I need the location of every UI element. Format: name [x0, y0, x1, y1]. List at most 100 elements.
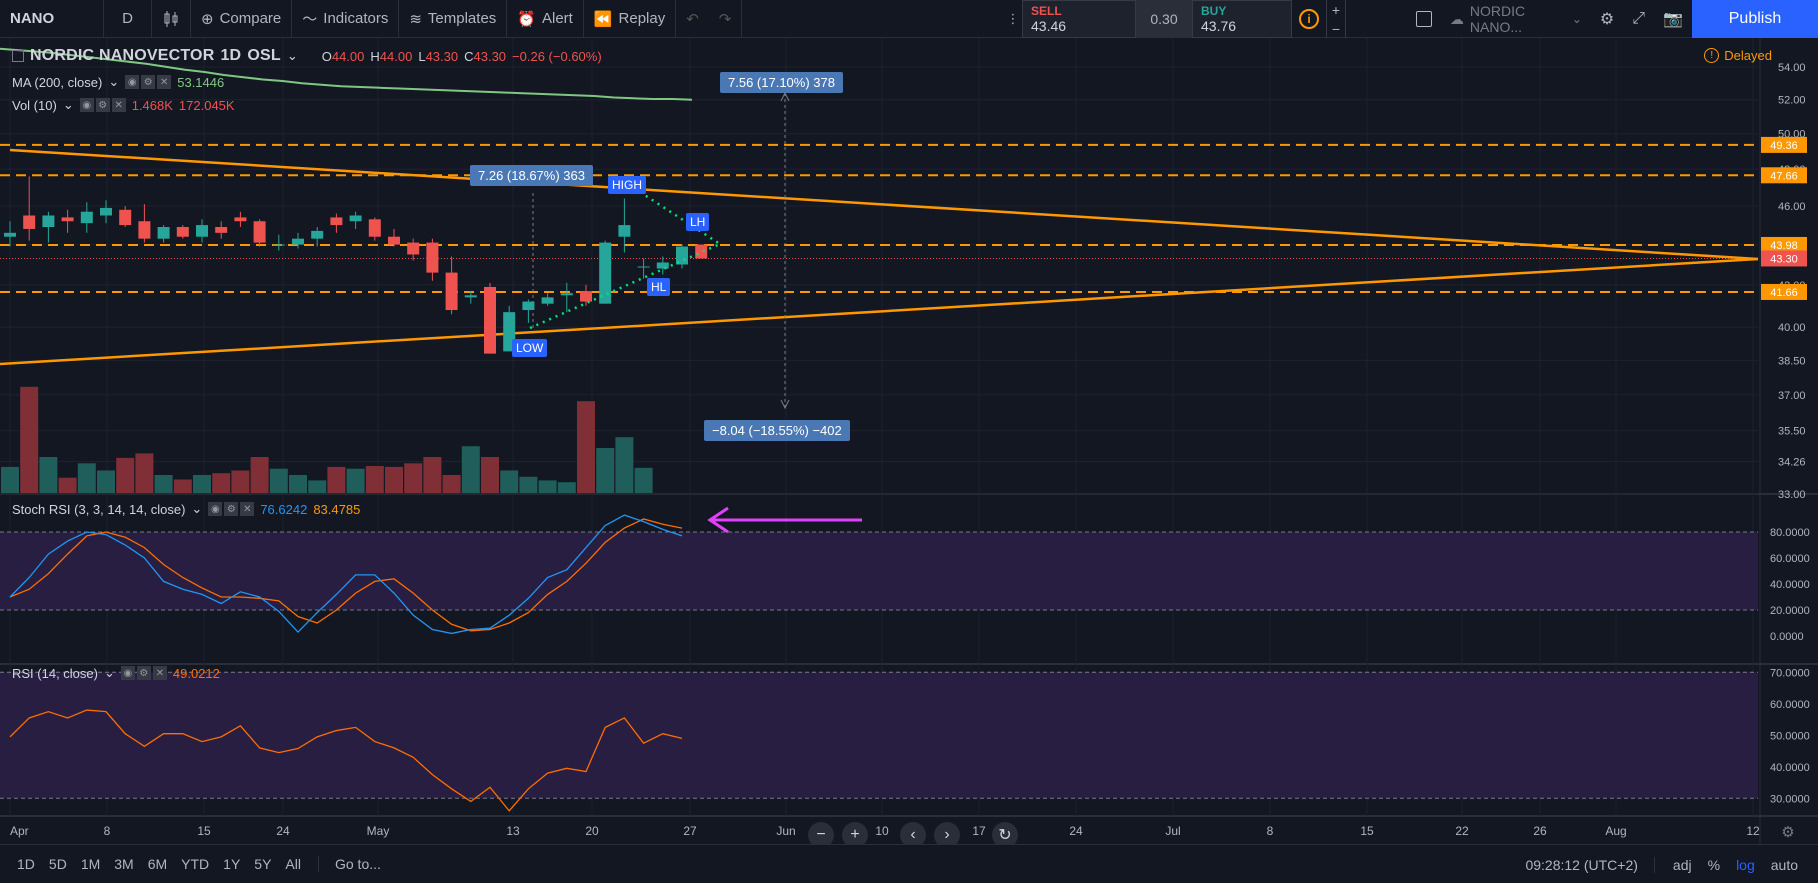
compare-label: Compare — [219, 10, 282, 27]
close-icon[interactable]: ✕ — [152, 666, 167, 680]
price-range-measure-left[interactable]: 7.26 (18.67%) 363 — [470, 165, 593, 186]
buy-button[interactable]: BUY 43.76 — [1192, 0, 1292, 38]
settings-button[interactable]: ⚙ — [1591, 0, 1623, 38]
gear-icon[interactable]: ⚙ — [224, 502, 239, 516]
rsi-value: 49.0212 — [172, 665, 220, 681]
range-button-1y[interactable]: 1Y — [223, 856, 241, 872]
eye-icon[interactable]: ◉ — [208, 502, 223, 516]
close-icon[interactable]: ✕ — [111, 98, 126, 112]
templates-button[interactable]: ≋ Templates — [399, 0, 508, 38]
high-label[interactable]: HIGH — [608, 176, 646, 194]
price-tag-bg — [1761, 167, 1807, 184]
chart-area[interactable]: Apr 8 15 24 May 13 20 27 Jun 10 17 24 Jul 8 15 22 26 Aug 1… — [0, 38, 1818, 848]
range-button-ytd[interactable]: YTD — [181, 856, 210, 872]
sell-button[interactable]: SELL 43.46 — [1022, 0, 1136, 38]
indicators-button[interactable]: 〜 Indicators — [292, 0, 400, 38]
undo-button[interactable]: ↶ — [676, 0, 709, 38]
higher-low-label[interactable]: HL — [647, 278, 671, 296]
price-range-measure-bottom[interactable]: −8.04 (−18.55%) −402 — [704, 420, 850, 441]
time-axis-label: 15 — [1360, 824, 1374, 838]
clock-timezone[interactable]: 09:28:12 (UTC+2) — [1509, 856, 1655, 873]
range-button-1d[interactable]: 1D — [17, 856, 35, 872]
time-axis-label: 17 — [972, 824, 986, 838]
eye-icon[interactable]: ◉ — [79, 98, 94, 112]
volume-bar — [557, 482, 576, 493]
gear-icon[interactable]: ⚙ — [141, 75, 156, 89]
gear-icon[interactable]: ⚙ — [95, 98, 110, 112]
rsi-axis-label: 40.0000 — [1770, 762, 1810, 774]
right-toolbar: ☁ NORDIC NANO... ⌄ ⚙ ⤢ 📷 Publish — [1407, 0, 1818, 38]
gear-icon[interactable]: ⚙ — [1781, 824, 1794, 841]
close-icon[interactable]: ✕ — [240, 502, 255, 516]
chevron-down-icon[interactable]: ⌄ — [62, 97, 74, 112]
adjust-data-toggle[interactable]: adj — [1672, 856, 1692, 873]
volume-bar — [39, 457, 58, 493]
bottom-toolbar: 1D 5D 1M 3M 6M YTD 1Y 5Y All Go to... 09:28:12 (… — [0, 844, 1818, 883]
drag-handle-icon[interactable]: ⋮ — [1006, 11, 1020, 26]
templates-label: Templates — [427, 10, 497, 27]
chart-type-button[interactable] — [152, 0, 191, 38]
zoom-in-button[interactable]: + — [842, 822, 868, 848]
price-tag-bg — [1761, 250, 1807, 267]
symbol-search-button[interactable]: NANO — [0, 0, 104, 38]
interval-button[interactable]: D — [104, 0, 152, 38]
screenshot-button[interactable]: 📷 — [1654, 0, 1692, 38]
chevron-down-icon[interactable]: ⌄ — [108, 74, 120, 89]
compare-button[interactable]: ⊕ Compare — [191, 0, 293, 38]
candle-body — [464, 295, 477, 298]
candle-body — [407, 242, 420, 255]
delayed-badge[interactable]: ! Delayed — [1704, 48, 1772, 63]
stoch-axis-label: 40.0000 — [1770, 579, 1810, 591]
auto-scale-toggle[interactable]: auto — [1770, 856, 1798, 873]
range-button-all[interactable]: All — [285, 856, 301, 872]
templates-icon: ≋ — [409, 10, 422, 28]
reset-chart-button[interactable]: ↻ — [992, 822, 1018, 848]
range-button-5y[interactable]: 5Y — [254, 856, 272, 872]
price-tag-label: 41.66 — [1770, 287, 1798, 299]
range-button-3m[interactable]: 3M — [114, 856, 134, 872]
candle-body — [637, 266, 650, 268]
redo-button[interactable]: ↷ — [709, 0, 743, 38]
range-button-6m[interactable]: 6M — [147, 856, 168, 872]
fullscreen-toggle-button[interactable] — [1407, 0, 1441, 38]
candle-body — [618, 225, 631, 237]
stoch-axis-label: 0.0000 — [1770, 631, 1804, 643]
volume-bar — [193, 475, 211, 493]
fullscreen-button[interactable]: ⤢ — [1623, 0, 1654, 38]
range-button-1m[interactable]: 1M — [80, 856, 101, 872]
scroll-right-button[interactable]: › — [934, 822, 960, 848]
lower-high-label[interactable]: LH — [686, 213, 710, 231]
increase-button[interactable]: + — [1331, 1, 1341, 18]
zoom-out-button[interactable]: − — [808, 822, 834, 848]
percent-scale-toggle[interactable]: % — [1707, 856, 1721, 873]
candle-body — [23, 215, 36, 229]
candle-body — [4, 232, 16, 237]
alert-button[interactable]: ⏰ Alert — [507, 0, 584, 38]
ma-200-line — [0, 47, 693, 101]
range-button-5d[interactable]: 5D — [48, 856, 67, 872]
volume-bar — [500, 470, 519, 493]
time-axis-label: 13 — [506, 824, 520, 838]
publish-button[interactable]: Publish — [1692, 0, 1818, 38]
chevron-down-icon[interactable]: ⌄ — [103, 665, 115, 680]
quantity-stepper: + − — [1326, 0, 1346, 38]
layout-selector[interactable]: ☁ NORDIC NANO... ⌄ — [1441, 0, 1591, 38]
close-icon[interactable]: ✕ — [157, 75, 172, 89]
log-scale-toggle[interactable]: log — [1736, 856, 1755, 873]
collapse-legend-icon[interactable] — [12, 50, 24, 62]
legend-chevron-icon[interactable]: ⌄ — [286, 48, 298, 63]
upper-trendline — [9, 148, 1759, 261]
gear-icon[interactable]: ⚙ — [136, 666, 151, 680]
chart-canvas[interactable]: Apr 8 15 24 May 13 20 27 Jun 10 17 24 Jul 8 15 22 26 Aug 1… — [0, 38, 1818, 844]
replay-button[interactable]: ⏪ Replay — [584, 0, 677, 38]
eye-icon[interactable]: ◉ — [120, 666, 135, 680]
scroll-left-button[interactable]: ‹ — [900, 822, 926, 848]
decrease-button[interactable]: − — [1331, 20, 1341, 37]
goto-date-button[interactable]: Go to... — [317, 856, 397, 872]
price-range-measure-top[interactable]: 7.56 (17.10%) 378 — [720, 72, 843, 93]
trade-info-button[interactable]: i — [1292, 0, 1326, 38]
candle-body — [656, 262, 669, 269]
low-label[interactable]: LOW — [512, 339, 548, 357]
chevron-down-icon[interactable]: ⌄ — [191, 501, 203, 516]
eye-icon[interactable]: ◉ — [125, 75, 140, 89]
